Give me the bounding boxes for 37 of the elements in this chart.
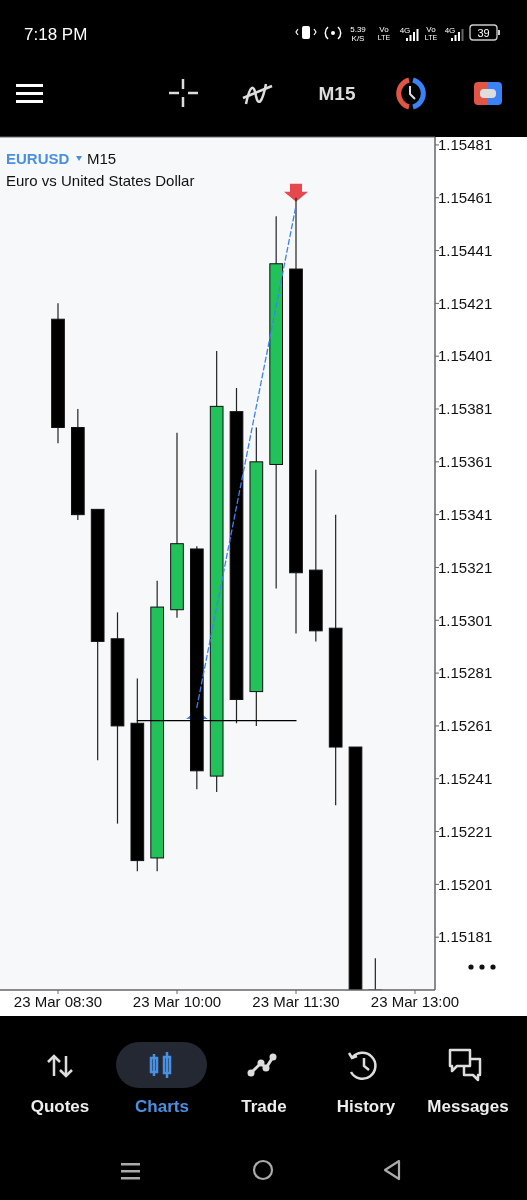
text: 39	[477, 27, 490, 39]
text: 4G	[444, 26, 456, 35]
text: Euro vs United States Dollar	[6, 172, 195, 189]
annotation: M15	[87, 150, 117, 167]
y-tick-label: 1.15181	[438, 928, 493, 946]
text: Quotes	[30, 1097, 90, 1116]
y-tick-label: 1.15261	[438, 717, 493, 735]
text: EURUSD	[6, 150, 70, 167]
text: Charts	[135, 1097, 189, 1116]
y-tick-label: 1.15221	[438, 822, 493, 840]
y-tick-label: 1.15441	[438, 241, 493, 259]
text: 5.39	[350, 25, 367, 34]
text: Vo	[426, 25, 437, 34]
y-tick-label: 1.15321	[438, 558, 493, 576]
y-tick-label: 1.15381	[438, 400, 493, 418]
y-tick-label: 1.15361	[438, 453, 493, 471]
y-tick-label: 1.15461	[438, 188, 493, 206]
y-tick-label: 1.15301	[438, 611, 493, 629]
text: History	[336, 1097, 396, 1116]
text: K/S	[351, 34, 365, 43]
y-tick-label: 1.15421	[438, 294, 493, 312]
y-tick-label: 1.15241	[438, 769, 493, 787]
x-tick-label: 23 Mar 08:30	[13, 993, 103, 1010]
text: M15	[318, 83, 356, 104]
text: Messages	[427, 1097, 509, 1116]
text: 4G	[399, 26, 411, 35]
y-tick-label: 1.15341	[438, 505, 493, 523]
text: Vo	[379, 25, 390, 34]
y-tick-label: 1.15401	[438, 347, 493, 365]
y-tick-label: 1.15281	[438, 664, 493, 682]
text: Trade	[241, 1097, 287, 1116]
y-tick-label: 1.15481	[438, 136, 493, 154]
y-tick-label: 1.15201	[438, 875, 493, 893]
x-tick-label: 23 Mar 13:00	[370, 993, 460, 1010]
x-tick-label: 23 Mar 11:30	[252, 993, 340, 1010]
x-tick-label: 23 Mar 10:00	[132, 993, 222, 1010]
text: 7:18 PM	[24, 25, 88, 44]
